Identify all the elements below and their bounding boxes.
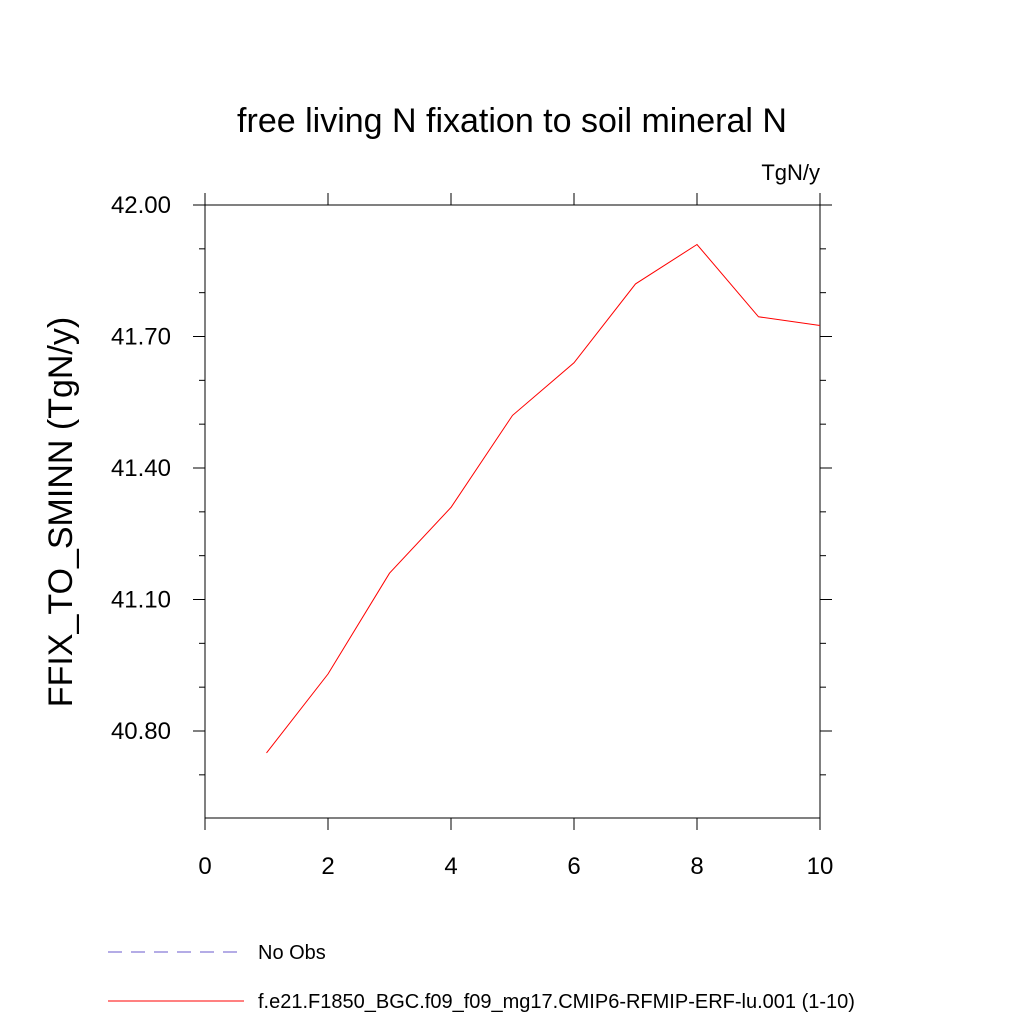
y-tick-label: 41.70: [111, 324, 171, 351]
plot-frame: [204, 204, 821, 819]
y-tick-label: 42.00: [111, 192, 171, 219]
x-tick-label: 6: [567, 853, 580, 880]
x-tick-label: 2: [321, 853, 334, 880]
x-tick-label: 0: [198, 853, 211, 880]
y-axis-label: FFIX_TO_SMINN (TgN/y): [42, 317, 80, 707]
legend-label: No Obs: [258, 942, 326, 964]
axis-ticks: 0 2 4 6 8 10 40.80 41.10 41.40 41.70 42.00: [111, 192, 833, 880]
x-tick-label: 8: [690, 853, 703, 880]
series-layer: [266, 243, 821, 754]
y-tick-label: 41.40: [111, 455, 171, 482]
x-tick-label: 10: [807, 853, 834, 880]
y-tick-label: 41.10: [111, 587, 171, 614]
series-line: [266, 243, 821, 754]
chart-title: free living N fixation to soil mineral N: [237, 102, 787, 140]
y-tick-label: 40.80: [111, 718, 171, 745]
x-tick-label: 4: [444, 853, 457, 880]
legend: No Obs f.e21.F1850_BGC.f09_f09_mg17.CMIP6…: [108, 942, 855, 1013]
legend-label: f.e21.F1850_BGC.f09_f09_mg17.CMIP6-RFMIP…: [258, 991, 855, 1013]
units-label: TgN/y: [761, 160, 820, 185]
